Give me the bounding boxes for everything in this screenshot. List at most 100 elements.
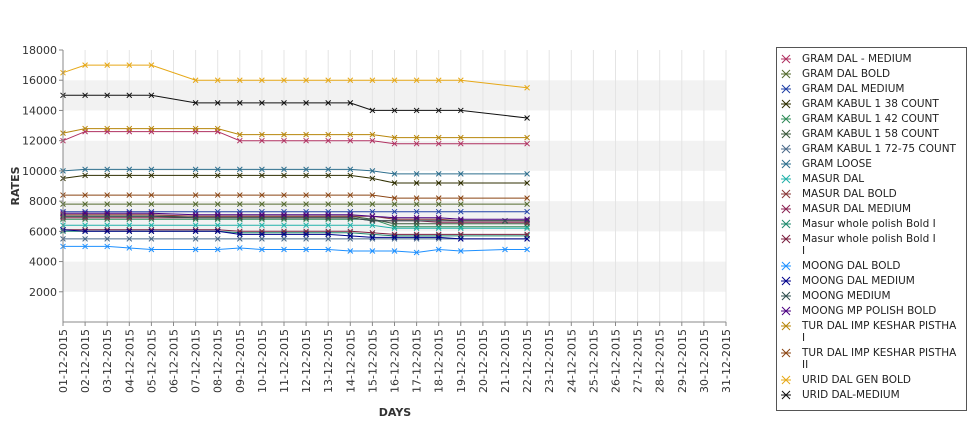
data-point-marker (325, 131, 332, 138)
data-point-marker (259, 236, 265, 242)
data-point-marker (126, 210, 133, 217)
data-point-marker (524, 171, 530, 177)
x-tick-label: 12-12-2015 (300, 329, 313, 393)
data-point-marker (391, 248, 398, 254)
series (60, 166, 530, 177)
data-point-marker (192, 166, 199, 173)
data-point-marker (214, 172, 221, 179)
data-point-marker (369, 137, 376, 144)
data-point-marker (104, 243, 111, 250)
data-point-marker (236, 222, 243, 229)
data-point-marker (457, 195, 464, 201)
data-point-marker (347, 211, 354, 218)
legend-label: MASUR DAL (802, 173, 865, 185)
data-point-marker (524, 134, 530, 141)
data-point-marker (347, 201, 354, 207)
data-point-marker (524, 180, 530, 186)
data-point-marker (192, 228, 199, 235)
legend-marker (781, 219, 791, 229)
data-point-marker (524, 231, 530, 238)
data-point-marker (457, 180, 464, 186)
data-point-marker (303, 222, 309, 229)
data-point-marker (457, 201, 464, 207)
data-point-marker (148, 192, 155, 198)
data-point-marker (259, 137, 265, 144)
legend-label: MOONG MEDIUM (802, 290, 891, 302)
data-point-marker (214, 100, 221, 106)
legend-marker (781, 189, 791, 199)
data-point-marker (391, 180, 398, 186)
data-point-marker (82, 62, 88, 68)
legend-label: GRAM KABUL 1 42 COUNT (802, 113, 939, 125)
data-point-marker (347, 166, 354, 173)
data-point-marker (236, 231, 243, 238)
legend-item: MOONG MEDIUM (777, 290, 966, 302)
data-point-marker (325, 166, 332, 173)
x-tick-label: 23-12-2015 (543, 329, 556, 393)
data-point-marker (148, 236, 155, 242)
data-point-marker (435, 214, 442, 221)
data-point-marker (369, 248, 376, 254)
data-point-marker (303, 166, 309, 173)
x-tick-label: 29-12-2015 (676, 329, 689, 393)
data-point-marker (281, 246, 287, 253)
data-point-marker (82, 166, 88, 173)
data-point-marker (524, 225, 530, 232)
data-point-marker (524, 208, 530, 215)
data-point-marker (413, 201, 420, 207)
data-point-marker (369, 229, 376, 236)
data-point-marker (259, 77, 265, 84)
data-point-marker (325, 246, 332, 253)
data-point-marker (325, 222, 332, 229)
data-point-marker (457, 216, 464, 223)
data-point-marker (281, 100, 287, 106)
data-point-marker (104, 172, 111, 179)
data-point-marker (104, 166, 111, 173)
data-point-marker (391, 171, 398, 177)
data-point-marker (104, 62, 111, 68)
x-tick-label: 07-12-2015 (190, 329, 203, 393)
data-point-marker (391, 134, 398, 141)
data-point-marker (192, 192, 199, 198)
y-tick-label: 14000 (22, 104, 57, 117)
data-point-marker (214, 228, 221, 235)
legend-label: TUR DAL IMP KESHAR PISTHA I (802, 320, 957, 344)
legend-marker (781, 390, 791, 400)
legend-label: GRAM DAL BOLD (802, 68, 891, 80)
data-point-marker (413, 249, 420, 256)
legend-item: GRAM DAL MEDIUM (777, 83, 966, 95)
data-point-marker (435, 140, 442, 147)
data-point-marker (325, 172, 332, 179)
legend-label: TUR DAL IMP KESHAR PISTHA II (802, 347, 957, 371)
legend-label: GRAM KABUL 1 72-75 COUNT (802, 143, 956, 155)
x-tick-label: 25-12-2015 (587, 329, 600, 393)
data-point-marker (236, 211, 243, 218)
data-point-marker (325, 100, 332, 106)
legend: GRAM DAL - MEDIUM GRAM DAL BOLD GRAM DAL M… (776, 47, 967, 411)
data-point-marker (148, 210, 155, 217)
data-point-marker (281, 166, 287, 173)
data-point-marker (192, 201, 199, 207)
series (60, 62, 530, 91)
data-point-marker (457, 140, 464, 147)
data-point-marker (281, 137, 287, 144)
legend-label: GRAM KABUL 1 38 COUNT (802, 98, 939, 110)
legend-label: MOONG MP POLISH BOLD (802, 305, 937, 317)
data-point-marker (347, 172, 354, 179)
data-point-marker (303, 211, 309, 218)
data-point-marker (369, 168, 376, 174)
series-line (63, 245, 528, 254)
data-point-marker (369, 107, 376, 114)
y-axis-label: RATES (9, 166, 22, 205)
data-point-marker (524, 140, 530, 147)
data-point-marker (236, 245, 243, 251)
legend-item: MASUR DAL BOLD (777, 188, 966, 200)
data-point-marker (259, 192, 265, 198)
series-layer (60, 62, 530, 256)
legend-item: GRAM DAL - MEDIUM (777, 53, 966, 65)
legend-item: GRAM KABUL 1 42 COUNT (777, 113, 966, 125)
data-point-marker (259, 211, 265, 218)
data-point-marker (236, 131, 243, 138)
series-line (63, 215, 528, 222)
data-point-marker (104, 236, 111, 242)
